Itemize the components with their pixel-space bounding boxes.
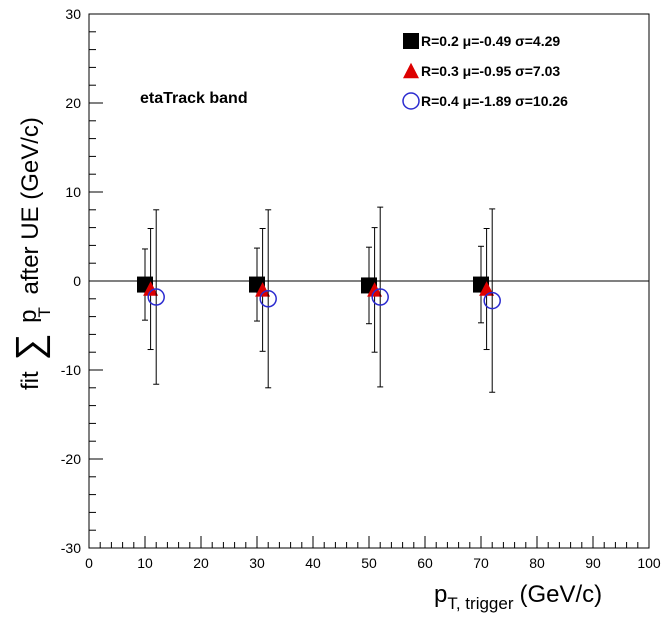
x-axis-title-unit: (GeV/c)	[520, 581, 603, 608]
x-tick-label: 80	[529, 555, 545, 571]
legend-label: R=0.2 μ=-0.49 σ=4.29	[421, 33, 560, 49]
marker-square	[403, 33, 419, 49]
legend-label: R=0.4 μ=-1.89 σ=10.26	[421, 93, 568, 109]
marker-open-circle	[259, 290, 277, 308]
legend-item: R=0.3 μ=-0.95 σ=7.03	[403, 62, 560, 79]
legend-label: R=0.3 μ=-0.95 σ=7.03	[421, 63, 560, 79]
x-tick-label: 100	[637, 555, 661, 571]
x-tick-label: 0	[85, 555, 93, 571]
svg-text:fit ∑ pT aft: fit ∑ pT after UE (GeV/c)	[9, 117, 56, 390]
marker-triangle	[367, 282, 383, 297]
x-tick-label: 90	[585, 555, 601, 571]
series-1	[137, 245, 489, 325]
y-axis-title-suffix: after UE (GeV/c)	[17, 117, 44, 294]
x-tick-label: 40	[305, 555, 321, 571]
marker-open-circle	[483, 291, 501, 310]
x-tick-label: 50	[361, 555, 377, 571]
y-tick-label: 10	[65, 184, 81, 200]
y-tick-label: 20	[65, 95, 81, 111]
x-axis-title-main: p	[434, 581, 447, 608]
y-axis-title-prefix: fit	[17, 371, 44, 390]
annotation-text: etaTrack band	[140, 90, 248, 107]
x-tick-label: 30	[249, 555, 265, 571]
y-tick-label: -20	[61, 451, 81, 467]
series-3	[147, 206, 501, 393]
marker-open-circle	[371, 288, 389, 306]
marker-triangle	[143, 281, 159, 296]
x-axis-title: pT, trigger (GeV/c)	[434, 581, 602, 613]
y-axis-title: fit ∑ pT after UE (GeV/c)	[9, 117, 56, 390]
x-axis-title-sub: T, trigger	[447, 594, 513, 613]
legend: R=0.2 μ=-0.49 σ=4.29 R=0.3 μ=-0.95 σ=7.03…	[402, 33, 568, 110]
x-tick-label: 10	[137, 555, 153, 571]
legend-item: R=0.2 μ=-0.49 σ=4.29	[403, 33, 560, 49]
y-tick-label: -10	[61, 362, 81, 378]
marker-triangle	[403, 62, 419, 79]
x-tick-label: 20	[193, 555, 209, 571]
y-axis-title-symbol: ∑	[9, 334, 51, 361]
legend-item: R=0.4 μ=-1.89 σ=10.26	[402, 92, 568, 110]
y-tick-label: 30	[65, 6, 81, 22]
y-tick-label: 0	[73, 273, 81, 289]
x-tick-label: 70	[473, 555, 489, 571]
y-axis-title-var: p	[15, 310, 42, 323]
x-tick-label: 60	[417, 555, 433, 571]
series-2	[143, 227, 495, 353]
y-axis-title-sub: T	[35, 307, 54, 317]
y-tick-label: -30	[61, 540, 81, 556]
marker-open-circle	[147, 288, 165, 306]
marker-triangle	[255, 282, 271, 297]
marker-open-circle	[402, 92, 420, 110]
